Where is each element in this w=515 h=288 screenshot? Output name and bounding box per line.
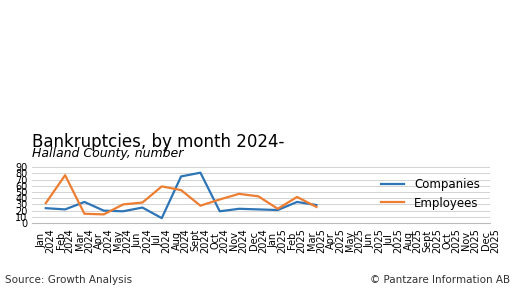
Companies (236, 207, 242, 211)
Companies (178, 175, 184, 178)
Line: Employees: Employees (46, 175, 316, 214)
Employees (197, 204, 203, 207)
Companies (81, 200, 88, 204)
Employees (313, 205, 319, 209)
Employees (236, 192, 242, 196)
Companies (197, 171, 203, 175)
Employees (140, 201, 146, 204)
Text: Bankruptcies, by month 2024-: Bankruptcies, by month 2024- (32, 133, 285, 151)
Companies (217, 210, 223, 213)
Companies (294, 200, 300, 204)
Employees (178, 188, 184, 192)
Legend: Companies, Employees: Companies, Employees (376, 173, 485, 214)
Employees (81, 212, 88, 215)
Text: © Pantzare Information AB: © Pantzare Information AB (370, 275, 510, 285)
Companies (100, 209, 107, 212)
Companies (255, 208, 262, 211)
Companies (120, 210, 126, 213)
Text: Source: Growth Analysis: Source: Growth Analysis (5, 275, 132, 285)
Companies (159, 216, 165, 220)
Employees (159, 185, 165, 188)
Text: Halland County, number: Halland County, number (32, 147, 184, 160)
Employees (120, 203, 126, 206)
Employees (255, 195, 262, 198)
Employees (62, 173, 68, 177)
Companies (274, 208, 281, 212)
Employees (100, 213, 107, 216)
Companies (62, 208, 68, 211)
Employees (294, 195, 300, 199)
Line: Companies: Companies (46, 173, 316, 218)
Companies (140, 206, 146, 209)
Employees (217, 198, 223, 201)
Companies (43, 206, 49, 210)
Employees (43, 202, 49, 205)
Employees (274, 207, 281, 211)
Companies (313, 203, 319, 207)
